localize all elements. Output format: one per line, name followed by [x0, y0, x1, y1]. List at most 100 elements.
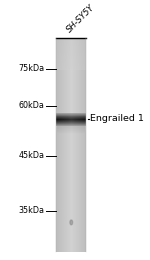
Bar	[72, 113, 73, 126]
Bar	[56, 52, 86, 53]
Bar	[56, 122, 86, 123]
Bar	[77, 113, 78, 126]
Bar	[56, 64, 86, 65]
Bar	[56, 39, 86, 40]
Bar	[80, 113, 81, 126]
Bar	[85, 113, 86, 126]
Bar	[56, 120, 86, 121]
Bar	[62, 113, 63, 126]
Bar	[76, 113, 77, 126]
Bar	[63, 38, 64, 252]
Bar	[73, 38, 74, 252]
Bar	[56, 60, 86, 61]
Bar	[56, 66, 86, 67]
Bar	[56, 119, 86, 120]
Bar	[77, 38, 78, 252]
Bar	[57, 128, 85, 129]
Bar	[56, 115, 86, 116]
Bar	[56, 49, 86, 50]
Bar	[56, 46, 86, 47]
Bar	[56, 59, 86, 60]
Bar	[56, 38, 86, 39]
Bar	[78, 38, 79, 252]
Bar	[59, 38, 60, 252]
Bar	[64, 38, 65, 252]
Bar	[57, 127, 85, 128]
Bar	[85, 38, 86, 252]
Bar	[56, 67, 86, 68]
Bar	[67, 38, 68, 252]
Bar	[64, 113, 65, 126]
Bar	[57, 133, 85, 134]
Bar	[57, 113, 58, 126]
Bar	[56, 113, 86, 114]
Bar	[58, 113, 59, 126]
Text: 75kDa: 75kDa	[18, 64, 44, 73]
Bar	[56, 69, 86, 70]
Bar	[79, 38, 80, 252]
Bar	[57, 129, 85, 130]
Bar	[56, 118, 86, 119]
Bar	[56, 121, 86, 122]
Bar	[67, 113, 68, 126]
Bar	[56, 61, 86, 63]
Bar	[60, 38, 61, 252]
Bar	[56, 51, 86, 52]
Bar	[56, 125, 86, 126]
Bar	[56, 68, 86, 69]
Bar	[74, 113, 75, 126]
Bar	[57, 131, 85, 132]
Bar	[74, 38, 75, 252]
Bar	[56, 117, 86, 118]
Bar	[58, 38, 59, 252]
Bar	[76, 38, 77, 252]
Bar	[71, 113, 72, 126]
Bar	[65, 38, 66, 252]
Bar	[56, 42, 86, 43]
Text: Engrailed 1: Engrailed 1	[90, 114, 144, 123]
Bar	[69, 113, 70, 126]
Bar	[70, 38, 71, 252]
Text: 45kDa: 45kDa	[18, 151, 44, 160]
Bar	[56, 41, 86, 42]
Bar	[56, 56, 86, 57]
Bar	[73, 113, 74, 126]
Bar	[56, 58, 86, 59]
Bar	[75, 38, 76, 252]
Bar	[56, 123, 86, 124]
Bar	[61, 113, 62, 126]
Text: 60kDa: 60kDa	[18, 101, 44, 110]
Bar	[56, 50, 86, 51]
Bar	[56, 54, 86, 55]
Text: 35kDa: 35kDa	[18, 206, 44, 215]
Bar	[60, 113, 61, 126]
Bar	[82, 38, 83, 252]
Bar	[82, 113, 83, 126]
Bar	[56, 57, 86, 58]
Bar	[56, 43, 86, 44]
Bar	[56, 124, 86, 125]
Text: SH-SY5Y: SH-SY5Y	[65, 3, 96, 34]
Bar	[62, 38, 63, 252]
Bar	[56, 113, 57, 126]
Bar	[66, 38, 67, 252]
Bar	[56, 47, 86, 48]
Bar	[66, 113, 67, 126]
Bar	[57, 132, 85, 133]
Bar	[83, 113, 84, 126]
Bar	[57, 130, 85, 131]
Bar	[80, 38, 81, 252]
Bar	[56, 63, 86, 64]
Bar	[56, 40, 86, 41]
Bar	[57, 126, 85, 127]
Bar	[63, 113, 64, 126]
Bar	[65, 113, 66, 126]
Circle shape	[70, 220, 73, 225]
Bar	[72, 38, 73, 252]
Bar	[84, 38, 85, 252]
Bar	[56, 44, 86, 45]
Bar	[61, 38, 62, 252]
Bar	[56, 38, 57, 252]
Bar	[68, 113, 69, 126]
Bar	[56, 65, 86, 66]
